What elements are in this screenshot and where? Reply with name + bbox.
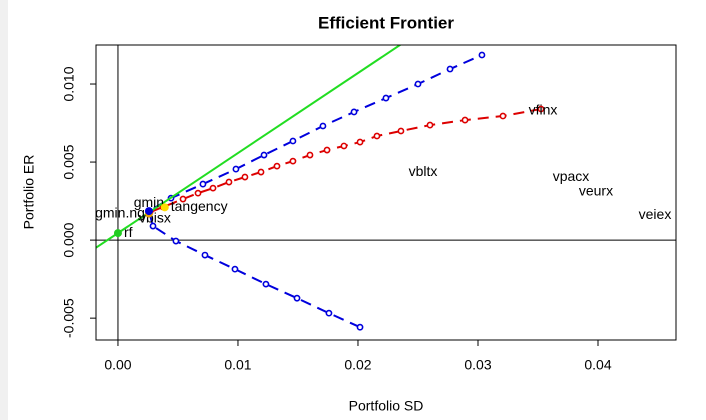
data-point <box>201 251 209 259</box>
data-point <box>323 146 331 154</box>
point-label: vpacx <box>553 168 590 184</box>
data-point <box>257 168 265 176</box>
data-point <box>414 80 422 88</box>
series-line <box>147 54 483 329</box>
data-point <box>356 323 364 331</box>
point-label: veiex <box>639 206 672 222</box>
data-point <box>350 108 358 116</box>
data-point <box>179 195 187 203</box>
x-tick-label: 0.04 <box>584 357 611 373</box>
data-point <box>241 173 249 181</box>
data-point <box>232 165 240 173</box>
data-point <box>499 112 507 120</box>
chart-title: Efficient Frontier <box>318 13 454 32</box>
point-label: gmin.ng <box>95 204 145 220</box>
data-point <box>231 265 239 273</box>
point-label: tangency <box>171 198 228 214</box>
data-point <box>426 121 434 129</box>
data-point <box>478 51 486 59</box>
special-point <box>160 203 169 212</box>
data-point <box>260 151 268 159</box>
data-point <box>325 309 333 317</box>
data-point <box>209 184 217 192</box>
x-axis-label: Portfolio SD <box>349 398 424 414</box>
x-tick-label: 0.03 <box>464 357 491 373</box>
data-point <box>293 294 301 302</box>
data-point <box>373 132 381 140</box>
x-tick-label: 0.00 <box>104 357 131 373</box>
y-tick-label: 0.000 <box>61 222 77 257</box>
series-line <box>96 45 402 249</box>
data-point <box>537 105 545 113</box>
data-point <box>289 137 297 145</box>
data-point <box>306 151 314 159</box>
point-label: veurx <box>579 183 613 199</box>
special-point <box>144 207 153 216</box>
data-point <box>382 94 390 102</box>
data-point <box>273 162 281 170</box>
data-point <box>225 178 233 186</box>
data-point <box>199 180 207 188</box>
point-label: gmin <box>134 194 164 210</box>
window-edge <box>0 0 8 420</box>
data-point <box>319 122 327 130</box>
y-tick-label: -0.005 <box>61 298 77 338</box>
data-point <box>194 189 202 197</box>
plot-frame <box>95 44 677 341</box>
data-point <box>356 138 364 146</box>
x-tick-label: 0.02 <box>344 357 371 373</box>
point-label: vfinx <box>529 102 558 118</box>
point-label: vbltx <box>409 163 438 179</box>
x-tick-label: 0.01 <box>224 357 251 373</box>
y-tick-label: 0.005 <box>61 144 77 179</box>
data-point <box>446 65 454 73</box>
data-point <box>461 116 469 124</box>
special-point <box>113 229 122 238</box>
data-point <box>149 222 157 230</box>
data-point <box>340 142 348 150</box>
point-label: rf <box>124 224 133 240</box>
y-tick-label: 0.010 <box>61 66 77 101</box>
y-axis-label: Portfolio ER <box>21 155 37 230</box>
data-point <box>262 280 270 288</box>
data-point <box>172 237 180 245</box>
data-point <box>289 157 297 165</box>
data-point <box>397 127 405 135</box>
